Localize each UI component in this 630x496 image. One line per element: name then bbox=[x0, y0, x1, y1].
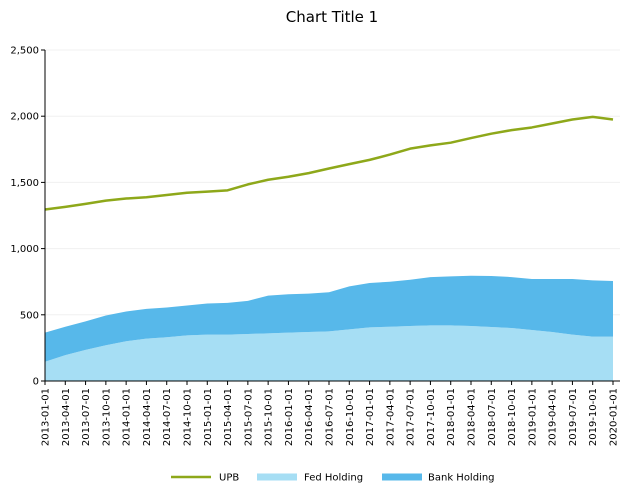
x-tick-labels: 2013-01-01 2013-04-01 2013-07-01 2013-10-01… bbox=[41, 388, 620, 446]
line-upb bbox=[44, 115, 614, 211]
area-series-layer bbox=[45, 275, 613, 381]
x-tick-label: 2019-10-01 bbox=[588, 388, 599, 446]
area-bank-holding bbox=[45, 275, 613, 362]
x-tick-label: 2020-01-01 bbox=[609, 388, 620, 446]
x-tick-label: 2013-04-01 bbox=[61, 388, 72, 446]
x-tick-label: 2013-07-01 bbox=[81, 388, 92, 446]
x-tick-label: 2017-07-01 bbox=[406, 388, 417, 446]
y-tick-label: 0 bbox=[33, 377, 39, 388]
x-tick-label: 2018-07-01 bbox=[487, 388, 498, 446]
axes bbox=[41, 49, 620, 385]
x-tick-label: 2017-01-01 bbox=[365, 388, 376, 446]
x-tick-label: 2019-01-01 bbox=[527, 388, 538, 446]
x-tick-label: 2013-10-01 bbox=[101, 388, 112, 446]
x-tick-label: 2016-01-01 bbox=[284, 388, 295, 446]
legend-label: Fed Holding bbox=[304, 473, 363, 484]
legend: UPB Fed Holding Bank Holding bbox=[171, 473, 495, 484]
area-fed-holding bbox=[45, 325, 613, 381]
line-series-layer bbox=[44, 115, 614, 211]
y-tick-labels: 0 500 1,000 1,500 2,000 2,500 bbox=[10, 46, 39, 388]
legend-label: UPB bbox=[219, 473, 239, 484]
x-tick-label: 2019-07-01 bbox=[568, 388, 579, 446]
x-tick-label: 2016-04-01 bbox=[304, 388, 315, 446]
x-tick-label: 2016-10-01 bbox=[345, 388, 356, 446]
x-tick-label: 2015-04-01 bbox=[223, 388, 234, 446]
legend-swatch bbox=[382, 473, 422, 481]
y-tick-label: 2,500 bbox=[10, 46, 39, 57]
legend-swatch bbox=[257, 473, 297, 481]
x-tick-label: 2015-01-01 bbox=[203, 388, 214, 446]
legend-item-upb: UPB bbox=[171, 473, 239, 484]
gridlines bbox=[45, 49, 620, 316]
x-tick-label: 2014-01-01 bbox=[122, 388, 133, 446]
x-tick-label: 2014-10-01 bbox=[183, 388, 194, 446]
x-tick-label: 2013-01-01 bbox=[41, 388, 52, 446]
x-tick-label: 2017-10-01 bbox=[426, 388, 437, 446]
y-tick-label: 500 bbox=[20, 310, 39, 321]
x-tick-label: 2015-07-01 bbox=[243, 388, 254, 446]
y-tick-label: 2,000 bbox=[10, 112, 39, 123]
x-tick-label: 2017-04-01 bbox=[385, 388, 396, 446]
x-tick-label: 2014-07-01 bbox=[162, 388, 173, 446]
x-tick-label: 2018-10-01 bbox=[507, 388, 518, 446]
x-tick-label: 2018-04-01 bbox=[467, 388, 478, 446]
legend-item-bank-holding: Bank Holding bbox=[382, 473, 495, 484]
chart-title: Chart Title 1 bbox=[286, 8, 378, 26]
legend-item-fed-holding: Fed Holding bbox=[257, 473, 363, 484]
x-tick-label: 2016-07-01 bbox=[325, 388, 336, 446]
x-tick-label: 2015-10-01 bbox=[264, 388, 275, 446]
y-tick-label: 1,500 bbox=[10, 178, 39, 189]
x-tick-label: 2019-04-01 bbox=[548, 388, 559, 446]
x-tick-label: 2018-01-01 bbox=[446, 388, 457, 446]
y-tick-label: 1,000 bbox=[10, 244, 39, 255]
legend-label: Bank Holding bbox=[428, 473, 495, 484]
x-tick-label: 2014-04-01 bbox=[142, 388, 153, 446]
